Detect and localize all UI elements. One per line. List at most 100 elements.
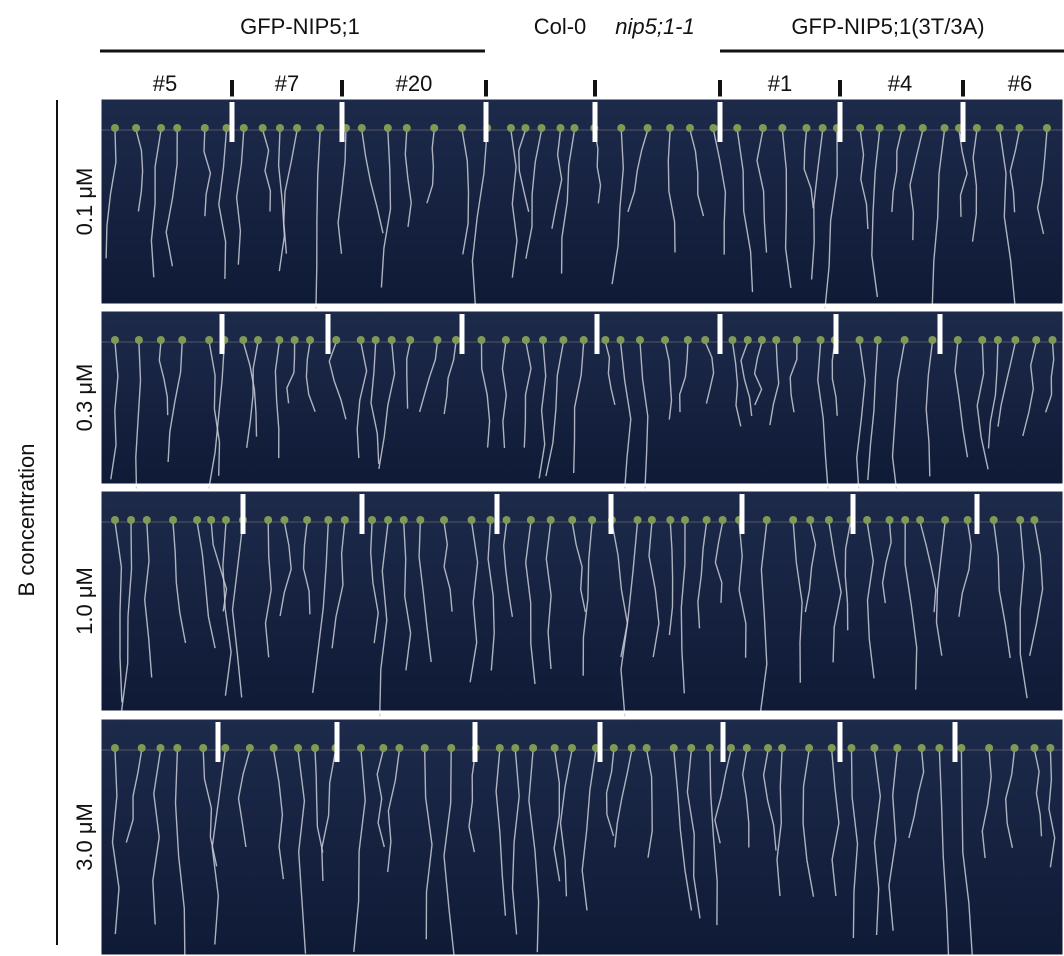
root [938,749,950,956]
cotyledon [916,516,925,524]
root [925,341,934,477]
cotyledon [502,516,511,524]
root [604,341,616,406]
cotyledon [356,336,365,344]
root [1009,129,1021,213]
cotyledon [683,336,692,344]
cotyledon [758,124,767,132]
root [873,749,882,936]
cotyledon [371,336,380,344]
root [501,341,508,449]
cotyledon [728,336,737,344]
root [740,341,753,417]
cotyledon [709,124,718,132]
cotyledon [718,516,727,524]
panels: 0.1 μM 0.3 μM 1.0 μM 3.0 μM [72,96,1064,956]
root [297,749,307,954]
cotyledon [701,336,710,344]
plate-photo [98,716,1064,956]
root [283,129,298,254]
cotyledon [521,124,530,132]
cotyledon [1048,336,1057,344]
root [824,129,838,312]
cotyledon [806,516,815,524]
cotyledon [1032,336,1041,344]
root [664,341,673,420]
cotyledon [311,744,320,752]
cotyledon [550,744,559,752]
cotyledon [609,744,618,752]
cotyledon [406,336,415,344]
root [235,129,245,265]
root [954,341,969,458]
root [379,521,389,719]
root [356,341,368,459]
cotyledon [111,744,119,752]
cotyledon [387,336,396,344]
cotyledon [953,336,962,344]
root [545,341,565,477]
cotyledon [303,516,312,524]
root [331,521,346,649]
cotyledon [957,744,966,752]
root [909,129,924,241]
row-label: 0.3 μM [72,364,97,432]
separator [833,314,839,354]
cotyledon [601,336,610,344]
cotyledon [384,516,393,524]
root [314,749,324,853]
separator [483,102,489,142]
root [611,129,625,285]
root [1004,749,1016,848]
cotyledon [383,124,392,132]
line-label: #20 [396,71,433,96]
header: GFP-NIP5;1 Col-0 nip5;1-1 GFP-NIP5;1(3T/… [100,14,1064,97]
root [406,341,411,409]
cotyledon [526,516,535,524]
root [614,749,633,848]
root [560,129,576,274]
plate-background [100,718,1064,956]
cotyledon [1016,516,1025,524]
root [120,521,133,711]
root [321,749,337,882]
root [958,129,968,217]
root [468,749,477,853]
root [1033,749,1043,837]
cotyledon [169,516,178,524]
cotyledon [1030,516,1039,524]
cotyledon [918,124,927,132]
cotyledon [420,744,429,752]
root [380,129,392,288]
separator [608,494,614,534]
cotyledon [642,744,651,752]
root [111,749,120,935]
root [756,129,768,253]
cotyledon [275,336,284,344]
root [210,521,228,612]
cotyledon [556,124,565,132]
plate-border [98,716,1064,956]
cotyledon [875,124,884,132]
separator [325,314,331,354]
cotyledon [137,744,146,752]
root [997,341,1017,427]
cotyledon [205,336,214,344]
root [272,749,285,880]
root [781,129,792,288]
root [844,521,852,631]
cotyledon [207,516,216,524]
cotyledon [733,124,742,132]
root [418,521,432,663]
separator [952,722,958,762]
plate-border [98,488,1064,714]
cotyledon [495,744,504,752]
root [211,749,226,945]
root [987,341,999,449]
cotyledon [617,124,626,132]
root [709,749,718,926]
cotyledon [173,124,182,132]
cotyledon [132,124,141,132]
root [524,521,536,685]
group-label: nip5;1-1 [615,14,695,39]
